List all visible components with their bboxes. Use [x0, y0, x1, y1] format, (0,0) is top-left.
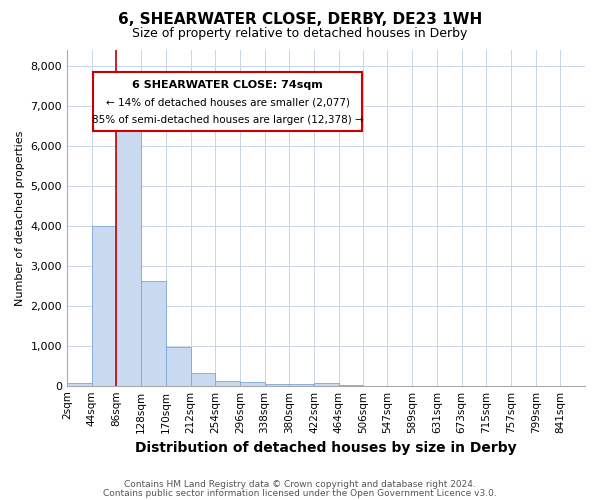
Text: 6 SHEARWATER CLOSE: 74sqm: 6 SHEARWATER CLOSE: 74sqm — [132, 80, 323, 90]
Text: ← 14% of detached houses are smaller (2,077): ← 14% of detached houses are smaller (2,… — [106, 98, 350, 108]
Bar — [141, 281, 166, 386]
Bar — [166, 348, 191, 386]
Text: Contains public sector information licensed under the Open Government Licence v3: Contains public sector information licen… — [103, 488, 497, 498]
Bar — [191, 373, 215, 386]
Bar — [67, 383, 92, 386]
X-axis label: Distribution of detached houses by size in Derby: Distribution of detached houses by size … — [135, 441, 517, 455]
Text: Size of property relative to detached houses in Derby: Size of property relative to detached ho… — [133, 28, 467, 40]
Bar — [240, 382, 265, 386]
Bar — [265, 384, 289, 386]
Text: 85% of semi-detached houses are larger (12,378) →: 85% of semi-detached houses are larger (… — [92, 115, 364, 125]
Bar — [289, 384, 314, 386]
Bar — [314, 384, 338, 386]
Text: 6, SHEARWATER CLOSE, DERBY, DE23 1WH: 6, SHEARWATER CLOSE, DERBY, DE23 1WH — [118, 12, 482, 28]
Bar — [92, 226, 116, 386]
Text: Contains HM Land Registry data © Crown copyright and database right 2024.: Contains HM Land Registry data © Crown c… — [124, 480, 476, 489]
FancyBboxPatch shape — [93, 72, 362, 130]
Bar — [215, 381, 240, 386]
Bar — [116, 122, 141, 386]
Y-axis label: Number of detached properties: Number of detached properties — [15, 130, 25, 306]
